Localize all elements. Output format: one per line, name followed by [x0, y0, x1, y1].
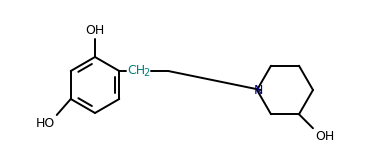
Text: 2: 2: [143, 68, 150, 78]
Text: N: N: [254, 83, 262, 96]
Text: OH: OH: [86, 24, 105, 37]
Text: HO: HO: [36, 117, 55, 130]
Text: OH: OH: [315, 130, 334, 143]
Text: CH: CH: [127, 65, 146, 77]
